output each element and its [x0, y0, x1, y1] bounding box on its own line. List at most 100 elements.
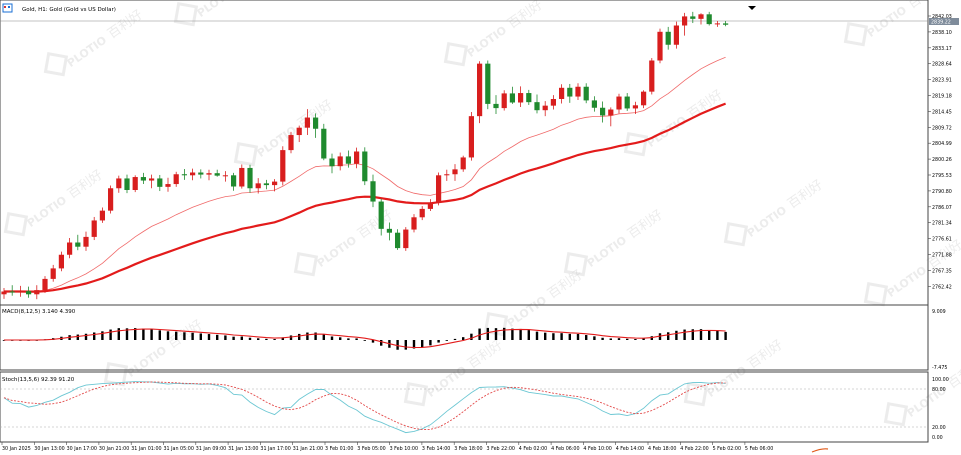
candle: [403, 227, 409, 251]
candle: [108, 185, 114, 214]
macd-bar: [527, 330, 530, 340]
time-tick-label: 31 Jan 09:00: [196, 446, 226, 452]
price-tick-label: 2833.17: [932, 46, 952, 52]
macd-bar: [724, 331, 727, 340]
candle: [132, 175, 138, 193]
macd-bar: [462, 337, 465, 340]
macd-bar: [150, 329, 153, 340]
macd-signal-line: [4, 328, 726, 349]
candle: [17, 285, 23, 297]
candle: [198, 169, 204, 179]
candle: [99, 207, 105, 223]
candle: [280, 146, 286, 186]
candle: [157, 174, 163, 192]
macd-bar: [363, 340, 366, 341]
candle: [9, 285, 15, 296]
macd-bar: [626, 338, 629, 340]
macd-bar: [355, 338, 358, 340]
stoch-signal-line: [3, 381, 726, 431]
macd-axis-label: 9.009: [932, 309, 946, 315]
macd-bar: [175, 331, 178, 340]
candle: [649, 58, 655, 95]
macd-bar: [470, 333, 473, 340]
price-tick-label: 2776.61: [932, 237, 952, 243]
macd-bar: [380, 340, 383, 346]
candle: [247, 164, 253, 193]
shift-marker-icon[interactable]: [748, 6, 756, 10]
candle: [690, 11, 696, 24]
macd-bar: [511, 328, 514, 340]
price-tick-label: 2800.26: [932, 157, 952, 163]
macd-label: MACD(8,12,5) 3.140 4.390: [2, 309, 76, 315]
candle: [624, 93, 630, 111]
time-tick-label: 30 Jan 17:00: [67, 446, 97, 452]
stoch-pane-border: [0, 371, 929, 443]
chart-title: Gold, H1: Gold (Gold vs US Dollar): [22, 7, 116, 13]
time-tick-label: 4 Feb 14:00: [616, 446, 644, 452]
stoch-label: Stoch(13,5,6) 92.39 91.20: [2, 377, 75, 383]
time-axis[interactable]: 30 Jan 2025 30 Jan 13:00 30 Jan 17:00 30 Ja…: [1, 442, 773, 452]
stoch-pane[interactable]: Stoch(13,5,6) 92.39 91.20: [0, 371, 929, 443]
macd-bar: [576, 333, 580, 340]
ma-slow-line: [4, 102, 726, 293]
macd-bar: [535, 331, 539, 340]
macd-bar: [216, 334, 219, 340]
candle: [231, 172, 237, 191]
time-tick-label: 3 Feb 18:00: [454, 446, 482, 452]
time-tick-label: 30 Jan 2025: [2, 446, 31, 452]
macd-bar: [699, 329, 703, 340]
macd-bar: [437, 340, 440, 343]
macd-bar: [404, 340, 407, 350]
time-tick-label: 31 Jan 13:00: [228, 446, 258, 452]
candle: [526, 89, 532, 105]
window-menu-icon[interactable]: [2, 3, 13, 13]
candle: [477, 61, 483, 124]
macd-bar: [708, 330, 711, 340]
candle: [657, 28, 663, 64]
candle: [370, 174, 376, 208]
macd-bar: [552, 333, 555, 340]
candle: [493, 95, 499, 115]
candle: [485, 60, 491, 110]
price-tick-label: 2828.64: [932, 62, 952, 68]
indicator-axis: 9.009 -7.475 100.00 80.00 20.00 0.00: [932, 309, 949, 441]
macd-bar: [232, 336, 235, 340]
macd-bar: [347, 338, 350, 340]
candle: [354, 147, 360, 169]
macd-bar: [445, 340, 448, 341]
candle: [296, 125, 302, 143]
macd-bar: [76, 334, 79, 340]
price-tick-label: 2762.42: [932, 284, 952, 290]
time-tick-label: 4 Feb 18:00: [648, 446, 676, 452]
macd-bar: [183, 332, 186, 340]
candle: [559, 84, 565, 104]
main-price-pane[interactable]: Gold, H1: Gold (Gold vs US Dollar): [0, 0, 929, 306]
time-tick-label: 31 Jan 17:00: [260, 446, 290, 452]
price-axis[interactable]: 2842.03 2838.10 2833.17 2828.64 2823.91 2819.…: [928, 14, 959, 290]
candle: [632, 101, 638, 115]
price-tick-label: 2838.10: [932, 30, 952, 36]
macd-bar: [371, 340, 375, 343]
macd-pane[interactable]: MACD(8,12,5) 3.140 4.390: [0, 304, 929, 371]
price-tick-label: 2771.88: [932, 253, 952, 259]
candle: [616, 93, 622, 114]
candle: [452, 164, 458, 181]
macd-bar: [298, 333, 301, 340]
time-tick-label: 31 Jan 05:00: [164, 446, 194, 452]
current-price-label: 2839.22: [931, 20, 951, 26]
candle: [501, 90, 507, 111]
candle: [75, 234, 81, 251]
candle: [337, 152, 343, 171]
macd-bar: [519, 328, 522, 340]
candle: [682, 12, 688, 36]
macd-bar: [716, 330, 719, 340]
candle: [181, 169, 187, 180]
candle: [600, 101, 606, 123]
candle: [42, 276, 48, 293]
price-tick-label: 2842.03: [932, 14, 952, 20]
candle: [706, 11, 712, 26]
candle: [468, 111, 474, 161]
macd-bar: [503, 327, 506, 340]
price-tick-label: 2781.34: [932, 221, 952, 227]
